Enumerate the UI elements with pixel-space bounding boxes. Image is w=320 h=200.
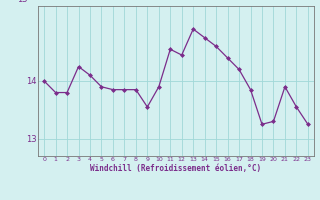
- Text: 15: 15: [17, 0, 28, 4]
- X-axis label: Windchill (Refroidissement éolien,°C): Windchill (Refroidissement éolien,°C): [91, 164, 261, 173]
